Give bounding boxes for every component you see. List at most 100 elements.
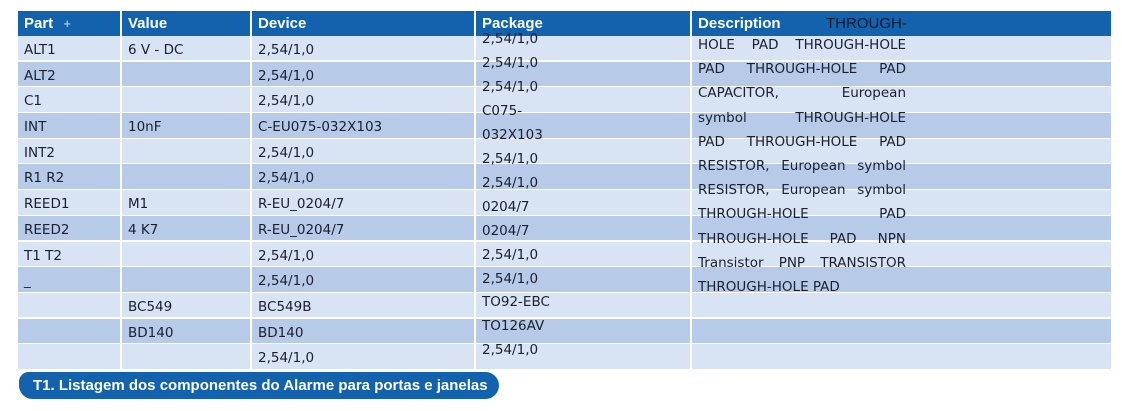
- row-band: [692, 344, 1111, 369]
- description-line: PAD THROUGH-HOLE PAD: [698, 61, 906, 78]
- row-band: [476, 36, 690, 61]
- row-band: [122, 241, 250, 267]
- table-cell-part: REED1: [24, 196, 70, 213]
- table-cell-device: 2,54/1,0: [258, 67, 315, 84]
- row-band: [692, 36, 1111, 61]
- description-line: RESISTOR, European symbol: [698, 157, 906, 174]
- row-band: [476, 267, 690, 292]
- table-cell-part: T1 T2: [24, 247, 62, 264]
- row-band: [692, 61, 1111, 87]
- header-device-bg: [252, 11, 474, 36]
- row-band: [692, 87, 1111, 112]
- row-band: [252, 190, 474, 215]
- description-paragraph: HOLE PAD THROUGH-HOLE PAD THROUGH-HOLE PA…: [698, 33, 906, 299]
- package-line: 0204/7: [482, 222, 530, 239]
- table-cell-device: 2,54/1,0: [258, 247, 315, 264]
- row-band: [692, 190, 1111, 215]
- table-cell-value: 10nF: [128, 119, 162, 136]
- description-line: THROUGH-HOLE PAD: [698, 278, 840, 295]
- row-band: [692, 267, 1111, 292]
- table-cell-device: 2,54/1,0: [258, 273, 315, 290]
- header-package[interactable]: Package: [482, 15, 543, 32]
- row-band: [476, 138, 690, 164]
- header-value[interactable]: Value: [128, 15, 168, 32]
- row-band: [18, 241, 120, 267]
- table-cell-device: 2,54/1,0: [258, 42, 315, 58]
- row-band: [476, 113, 690, 138]
- table-cell-device: 2,54/1,0: [258, 350, 315, 367]
- header-part[interactable]: Part +: [18, 11, 71, 36]
- row-band: [122, 318, 250, 344]
- header-part-label: Part: [24, 15, 54, 32]
- row-band: [252, 138, 474, 164]
- row-band: [692, 164, 1111, 189]
- row-band: [252, 36, 474, 61]
- column-part: ALT1 ALT2 C1 INT INT2 R1 R2 REED1 REED2 T1 T2 _: [18, 36, 120, 370]
- row-band: [122, 215, 250, 241]
- header-device[interactable]: Device: [258, 15, 307, 32]
- description-line: RESISTOR, European symbol: [698, 182, 906, 199]
- row-band: [252, 164, 474, 189]
- row-band: [18, 190, 120, 215]
- description-line: Transistor PNP TRANSISTOR: [698, 254, 906, 271]
- row-band: [18, 87, 120, 112]
- table-caption: T1. Listagem dos componentes do Alarme p…: [19, 372, 499, 399]
- row-band: [18, 215, 120, 241]
- description-line: THROUGH-HOLE PAD NPN: [698, 230, 906, 247]
- caption-text: T1. Listagem dos componentes do Alarme p…: [33, 377, 488, 394]
- table-cell-value: M1: [128, 196, 149, 213]
- row-band: [18, 292, 120, 318]
- row-band: [252, 87, 474, 112]
- column-package: 2,54/1,0 2,54/1,0 2,54/1,0 C075- 032X103 2,54…: [476, 31, 690, 370]
- package-line: C075-: [482, 102, 523, 119]
- package-line: 032X103: [482, 126, 543, 143]
- description-line: symbol THROUGH-HOLE: [698, 109, 906, 126]
- sort-plus-icon[interactable]: +: [63, 16, 71, 31]
- package-line: 2,54/1,0: [482, 78, 539, 95]
- row-band: [476, 292, 690, 318]
- row-band: [476, 215, 690, 241]
- header-part-bg: [18, 11, 120, 36]
- package-line: 2,54/1,0: [482, 270, 539, 287]
- row-band: [122, 36, 250, 61]
- row-band: [692, 113, 1111, 138]
- row-band: [122, 267, 250, 292]
- row-band: [122, 61, 250, 87]
- column-device: 2,54/1,0 2,54/1,0 2,54/1,0 C-EU075-032X103 2…: [252, 36, 474, 370]
- row-band: [252, 61, 474, 87]
- row-band: [122, 138, 250, 164]
- header-description-bg: [692, 11, 1111, 36]
- table-cell-part: ALT1: [24, 42, 56, 58]
- description-header-tail: THROUGH-: [826, 15, 907, 32]
- header-package-bg: [476, 11, 690, 36]
- row-band: [476, 190, 690, 215]
- row-band: [122, 164, 250, 189]
- table-cell-device: 2,54/1,0: [258, 144, 315, 161]
- row-band: [476, 87, 690, 112]
- row-band: [122, 87, 250, 112]
- table-cell-part: REED2: [24, 221, 70, 238]
- table-cell-device: R-EU_0204/7: [258, 196, 345, 213]
- row-band: [18, 318, 120, 344]
- package-line: 2,54/1,0: [482, 342, 539, 359]
- row-band: [252, 344, 474, 369]
- package-line: 2,54/1,0: [482, 246, 539, 263]
- row-band: [122, 344, 250, 369]
- table-cell-value: BD140: [128, 324, 174, 341]
- package-line: TO126AV: [482, 318, 545, 335]
- description-line: CAPACITOR, European: [698, 85, 906, 102]
- header-description[interactable]: Description THROUGH-: [692, 11, 1111, 36]
- header-value-bg: [122, 11, 250, 36]
- table-cell-part: R1 R2: [24, 170, 65, 187]
- description-line: THROUGH-HOLE PAD: [698, 206, 906, 223]
- row-band: [252, 267, 474, 292]
- row-band: [18, 113, 120, 138]
- components-table: Part + Value Device Package Description …: [18, 11, 1111, 370]
- table-cell-part: _: [24, 273, 31, 290]
- table-cell-device: BC549B: [258, 298, 312, 315]
- table-cell-device: 2,54/1,0: [258, 170, 315, 187]
- row-band: [476, 318, 690, 344]
- table-cell-value: BC549: [128, 298, 173, 315]
- table-cell-part: ALT2: [24, 67, 56, 84]
- package-line: 0204/7: [482, 198, 530, 215]
